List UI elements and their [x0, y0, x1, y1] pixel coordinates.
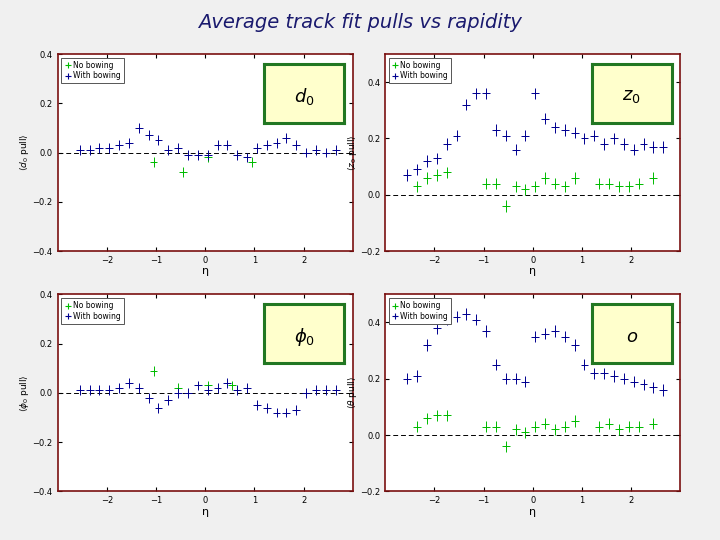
X-axis label: η: η — [202, 266, 209, 276]
Legend: No bowing, With bowing: No bowing, With bowing — [61, 58, 124, 84]
Y-axis label: $\langle z_0$ pull$\rangle$: $\langle z_0$ pull$\rangle$ — [346, 134, 359, 171]
Y-axis label: $\langle \theta$ pull$\rangle$: $\langle \theta$ pull$\rangle$ — [346, 376, 359, 409]
Legend: No bowing, With bowing: No bowing, With bowing — [389, 298, 451, 324]
X-axis label: η: η — [529, 266, 536, 276]
Legend: No bowing, With bowing: No bowing, With bowing — [389, 58, 451, 84]
X-axis label: η: η — [202, 507, 209, 517]
Y-axis label: $\langle \phi_0$ pull$\rangle$: $\langle \phi_0$ pull$\rangle$ — [18, 374, 31, 411]
Y-axis label: $\langle d_0$ pull$\rangle$: $\langle d_0$ pull$\rangle$ — [18, 134, 31, 171]
Legend: No bowing, With bowing: No bowing, With bowing — [61, 298, 124, 324]
X-axis label: η: η — [529, 507, 536, 517]
Text: Average track fit pulls vs rapidity: Average track fit pulls vs rapidity — [198, 14, 522, 32]
